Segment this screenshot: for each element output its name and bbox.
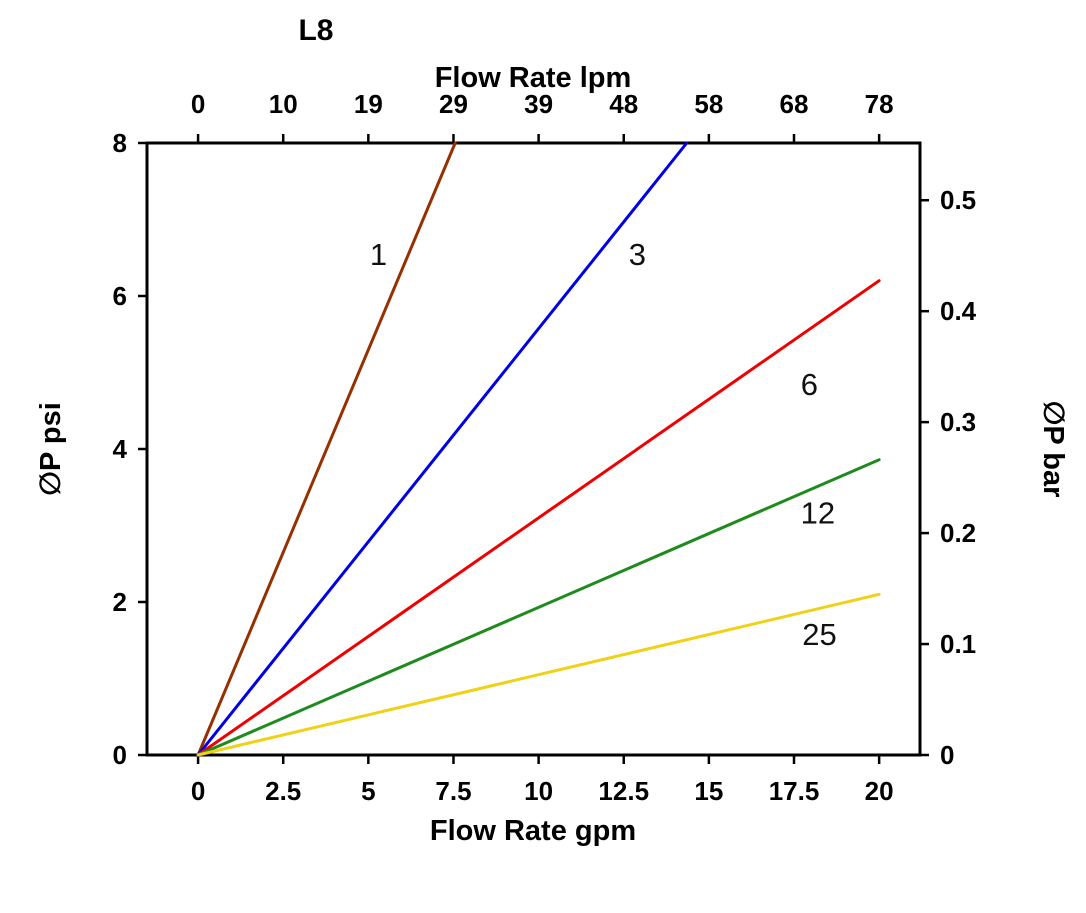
x-top-tick-label: 58 xyxy=(694,89,723,119)
series-label-1: 1 xyxy=(370,237,387,272)
x-top-tick-label: 0 xyxy=(191,89,205,119)
x-bottom-tick-label: 17.5 xyxy=(769,776,820,806)
series-line-25 xyxy=(196,592,881,757)
x-top-tick-label: 78 xyxy=(865,89,894,119)
x-bottom-tick-label: 10 xyxy=(524,776,553,806)
series-line-3 xyxy=(196,141,689,757)
x-bottom-tick-label: 0 xyxy=(191,776,205,806)
y-right-tick-label: 0.5 xyxy=(940,185,976,215)
x-bottom-tick-label: 7.5 xyxy=(435,776,471,806)
y-right-tick-label: 0.4 xyxy=(940,296,977,326)
x-top-tick-label: 39 xyxy=(524,89,553,119)
x-top-tick-label: 10 xyxy=(269,89,298,119)
y-right-tick-label: 0 xyxy=(940,740,954,770)
series-label-12: 12 xyxy=(801,495,835,530)
chart-title: L8 xyxy=(298,14,333,47)
plot-layer: 0 2.5 5 7.5 10 12.5 15 17.5 200 10 19 29 39 48 58 68 780… xyxy=(113,89,977,806)
x-bottom-tick-label: 15 xyxy=(694,776,723,806)
plot-border xyxy=(145,141,922,757)
x-top-tick-label: 48 xyxy=(609,89,638,119)
x-top-axis-title: Flow Rate lpm xyxy=(435,62,632,94)
y-right-tick-label: 0.1 xyxy=(940,629,976,659)
y-left-tick-label: 8 xyxy=(113,128,127,158)
y-left-tick-label: 6 xyxy=(113,281,127,311)
x-top-tick-label: 68 xyxy=(780,89,809,119)
series-label-6: 6 xyxy=(801,367,818,402)
y-right-tick-label: 0.2 xyxy=(940,518,976,548)
series-line-6 xyxy=(196,279,881,757)
x-bottom-tick-label: 2.5 xyxy=(265,776,301,806)
x-top-tick-label: 29 xyxy=(439,89,468,119)
x-bottom-tick-label: 5 xyxy=(361,776,375,806)
y-right-tick-label: 0.3 xyxy=(940,407,976,437)
series-label-25: 25 xyxy=(802,617,836,652)
series-line-1 xyxy=(196,141,457,757)
y-left-axis-title: ∅P psi xyxy=(35,402,67,496)
x-bottom-axis-title: Flow Rate gpm xyxy=(430,815,636,847)
x-bottom-tick-label: 20 xyxy=(865,776,894,806)
x-top-tick-label: 19 xyxy=(354,89,383,119)
y-left-tick-label: 0 xyxy=(113,740,127,770)
y-left-tick-label: 2 xyxy=(113,587,127,617)
y-right-axis-title: ∅P bar xyxy=(1037,401,1069,498)
series-label-3: 3 xyxy=(629,237,646,272)
series-line-12 xyxy=(196,458,881,757)
y-left-tick-label: 4 xyxy=(113,434,128,464)
x-bottom-tick-label: 12.5 xyxy=(598,776,649,806)
